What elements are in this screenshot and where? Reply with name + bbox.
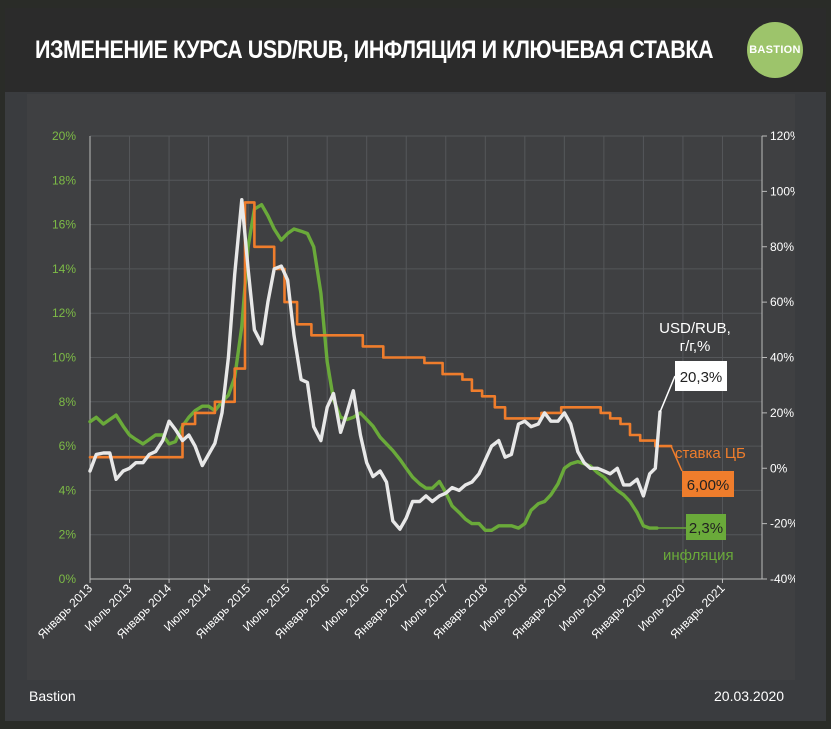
left-tick-label: 0% [59,572,77,586]
usdrub-value-box [675,361,727,391]
left-tick-label: 20% [52,129,76,143]
rate-value: 6,00% [687,477,730,494]
rate-value-box [682,471,734,497]
gridlines [89,135,762,579]
footer-source: Bastion [29,688,76,704]
annotations: USD/RUB,г/г,% 20,3% ставка ЦБ 6,00% 2,3% инфл… [656,320,746,564]
usdrub-label: г/г,% [680,338,711,355]
left-tick-label: 8% [59,395,77,409]
chart-frame: ИЗМЕНЕНИЕ КУРСА USD/RUB, ИНФЛЯЦИЯ И КЛЮЧ… [5,8,826,721]
chart-panel: 0% 2% 4% 6% 8% 10% 12% 14% 16% 18% 20% -40% -20% 0% 20… [27,94,795,680]
right-tick-label: -40% [770,572,795,586]
x-tick-label: Январь 2013 [35,581,95,641]
logo-text: BASTION [749,44,801,56]
left-tick-label: 6% [59,439,77,453]
left-tick-label: 12% [52,306,76,320]
right-tick-label: 120% [770,129,795,143]
inflation-value-box [686,514,726,540]
usdrub-label: USD/RUB, [659,320,731,337]
bastion-logo: BASTION [747,22,803,78]
left-tick-label: 18% [52,173,76,187]
inflation-value: 2,3% [689,520,723,537]
rate-leader [670,445,683,472]
right-tick-label: 80% [770,240,794,254]
inflation-line [88,202,659,532]
series-lines [88,197,673,532]
rate-label: ставка ЦБ [675,445,746,462]
inflation-label: инфляция [663,547,734,564]
usdrub-value: 20,3% [680,369,723,386]
header-bar: ИЗМЕНЕНИЕ КУРСА USD/RUB, ИНФЛЯЦИЯ И КЛЮЧ… [5,8,826,92]
left-tick-label: 10% [52,351,76,365]
right-tick-label: -20% [770,517,795,531]
left-tick-label: 14% [52,262,76,276]
right-tick-label: 60% [770,295,794,309]
key-rate-line [88,201,673,459]
footer-date: 20.03.2020 [714,688,785,704]
right-tick-label: 0% [770,461,788,475]
chart: 0% 2% 4% 6% 8% 10% 12% 14% 16% 18% 20% -40% -20% 0% 20… [35,129,795,641]
left-tick-label: 2% [59,528,77,542]
usdrub-leader [659,375,676,413]
left-tick-label: 16% [52,218,76,232]
left-tick-label: 4% [59,483,77,497]
page-title: ИЗМЕНЕНИЕ КУРСА USD/RUB, ИНФЛЯЦИЯ И КЛЮЧ… [35,36,714,64]
right-tick-label: 100% [770,184,795,198]
right-tick-label: 40% [770,351,794,365]
right-tick-label: 20% [770,406,794,420]
usdrub-line [88,197,662,531]
